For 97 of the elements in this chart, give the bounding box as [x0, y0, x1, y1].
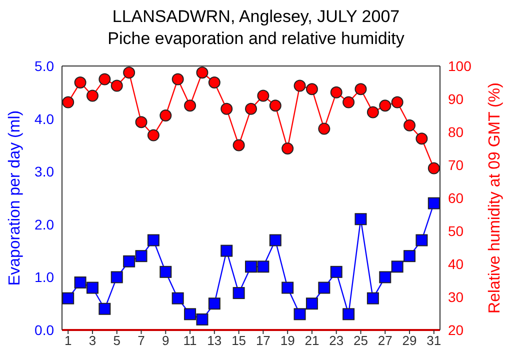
y-tick-label: 4.0 [34, 110, 54, 127]
point [147, 234, 160, 246]
point [428, 197, 440, 210]
y-tick-label: 5.0 [34, 58, 54, 74]
chart-subtitle: Piche evaporation and relative humidity [106, 28, 406, 50]
point [62, 96, 74, 108]
point [135, 116, 148, 128]
point [123, 255, 136, 268]
point [342, 308, 355, 320]
point [354, 213, 367, 226]
x-tick-label: 21 [304, 333, 320, 348]
y2-tick-label: 70 [448, 156, 464, 173]
y2-axis-title: Relative humidity at 09 GMT (%) [486, 82, 504, 314]
point [257, 260, 270, 273]
point [366, 292, 379, 304]
x-tick-label: 23 [329, 333, 344, 348]
point [110, 271, 123, 284]
point [220, 244, 233, 257]
point [245, 260, 257, 273]
x-tick-label: 31 [426, 333, 442, 348]
point [342, 96, 355, 108]
x-tick-label: 5 [113, 333, 120, 348]
x-tick-label: 7 [138, 333, 145, 348]
point [208, 76, 220, 88]
point [208, 298, 220, 310]
point [428, 162, 440, 174]
y-tick-label: 1.0 [34, 269, 54, 286]
point [294, 308, 306, 320]
point [366, 106, 379, 118]
point [135, 250, 148, 262]
point [379, 100, 392, 112]
point [184, 308, 196, 320]
point [306, 83, 318, 96]
y2-tick-label: 40 [448, 256, 464, 272]
point [98, 73, 111, 86]
y2-tick-label: 100 [448, 58, 472, 74]
point [257, 90, 270, 102]
y2-tick-label: 90 [448, 90, 464, 107]
x-tick-label: 13 [207, 333, 222, 348]
point [318, 282, 330, 294]
y2-tick-label: 50 [448, 222, 464, 239]
x-tick-label: 29 [402, 333, 417, 348]
x-tick-label: 1 [64, 333, 72, 348]
point [306, 298, 318, 310]
x-tick-label: 25 [354, 333, 368, 348]
point [232, 139, 245, 152]
point [160, 266, 172, 278]
point [391, 96, 404, 108]
point [123, 66, 136, 79]
y2-tick-label: 80 [448, 124, 464, 140]
point [196, 313, 208, 326]
point [330, 86, 342, 98]
point [269, 234, 282, 246]
chart-title: LLANSADWRN, Anglesey, JULY 2007 [111, 6, 401, 28]
point [318, 122, 330, 135]
point [98, 302, 111, 315]
x-tick-label: 15 [232, 333, 246, 348]
y2-tick-label: 30 [448, 288, 464, 305]
point [354, 83, 367, 96]
point [172, 292, 184, 304]
x-tick-label: 3 [88, 333, 96, 348]
point [184, 100, 196, 112]
point [110, 80, 123, 92]
point [86, 282, 98, 294]
point [245, 102, 257, 115]
point [62, 292, 74, 304]
point [379, 271, 392, 284]
point [86, 90, 98, 102]
point [404, 250, 416, 262]
y-axis-title: Evaporation per day (ml) [6, 110, 24, 286]
x-tick-label: 19 [280, 333, 295, 348]
point [282, 142, 294, 154]
point [196, 66, 208, 79]
point [294, 80, 306, 92]
x-tick-label: 27 [378, 333, 392, 348]
y-tick-label: 2.0 [34, 216, 54, 232]
point [74, 276, 86, 288]
x-tick-label: 17 [256, 333, 270, 348]
point [269, 100, 282, 112]
y2-tick-label: 60 [448, 190, 464, 206]
point [232, 287, 245, 300]
y2-tick-label: 20 [448, 322, 464, 338]
point [330, 266, 342, 278]
point [172, 73, 184, 86]
point [416, 234, 428, 246]
point [391, 260, 404, 273]
point [160, 110, 172, 122]
point [404, 119, 416, 132]
y-tick-label: 3.0 [34, 164, 54, 180]
y-tick-label: 0.0 [34, 322, 54, 338]
x-tick-label: 9 [162, 333, 170, 348]
point [74, 76, 86, 88]
x-tick-label: 11 [183, 333, 197, 348]
point [147, 129, 160, 142]
point [220, 102, 233, 115]
point [416, 132, 428, 145]
point [282, 282, 294, 294]
